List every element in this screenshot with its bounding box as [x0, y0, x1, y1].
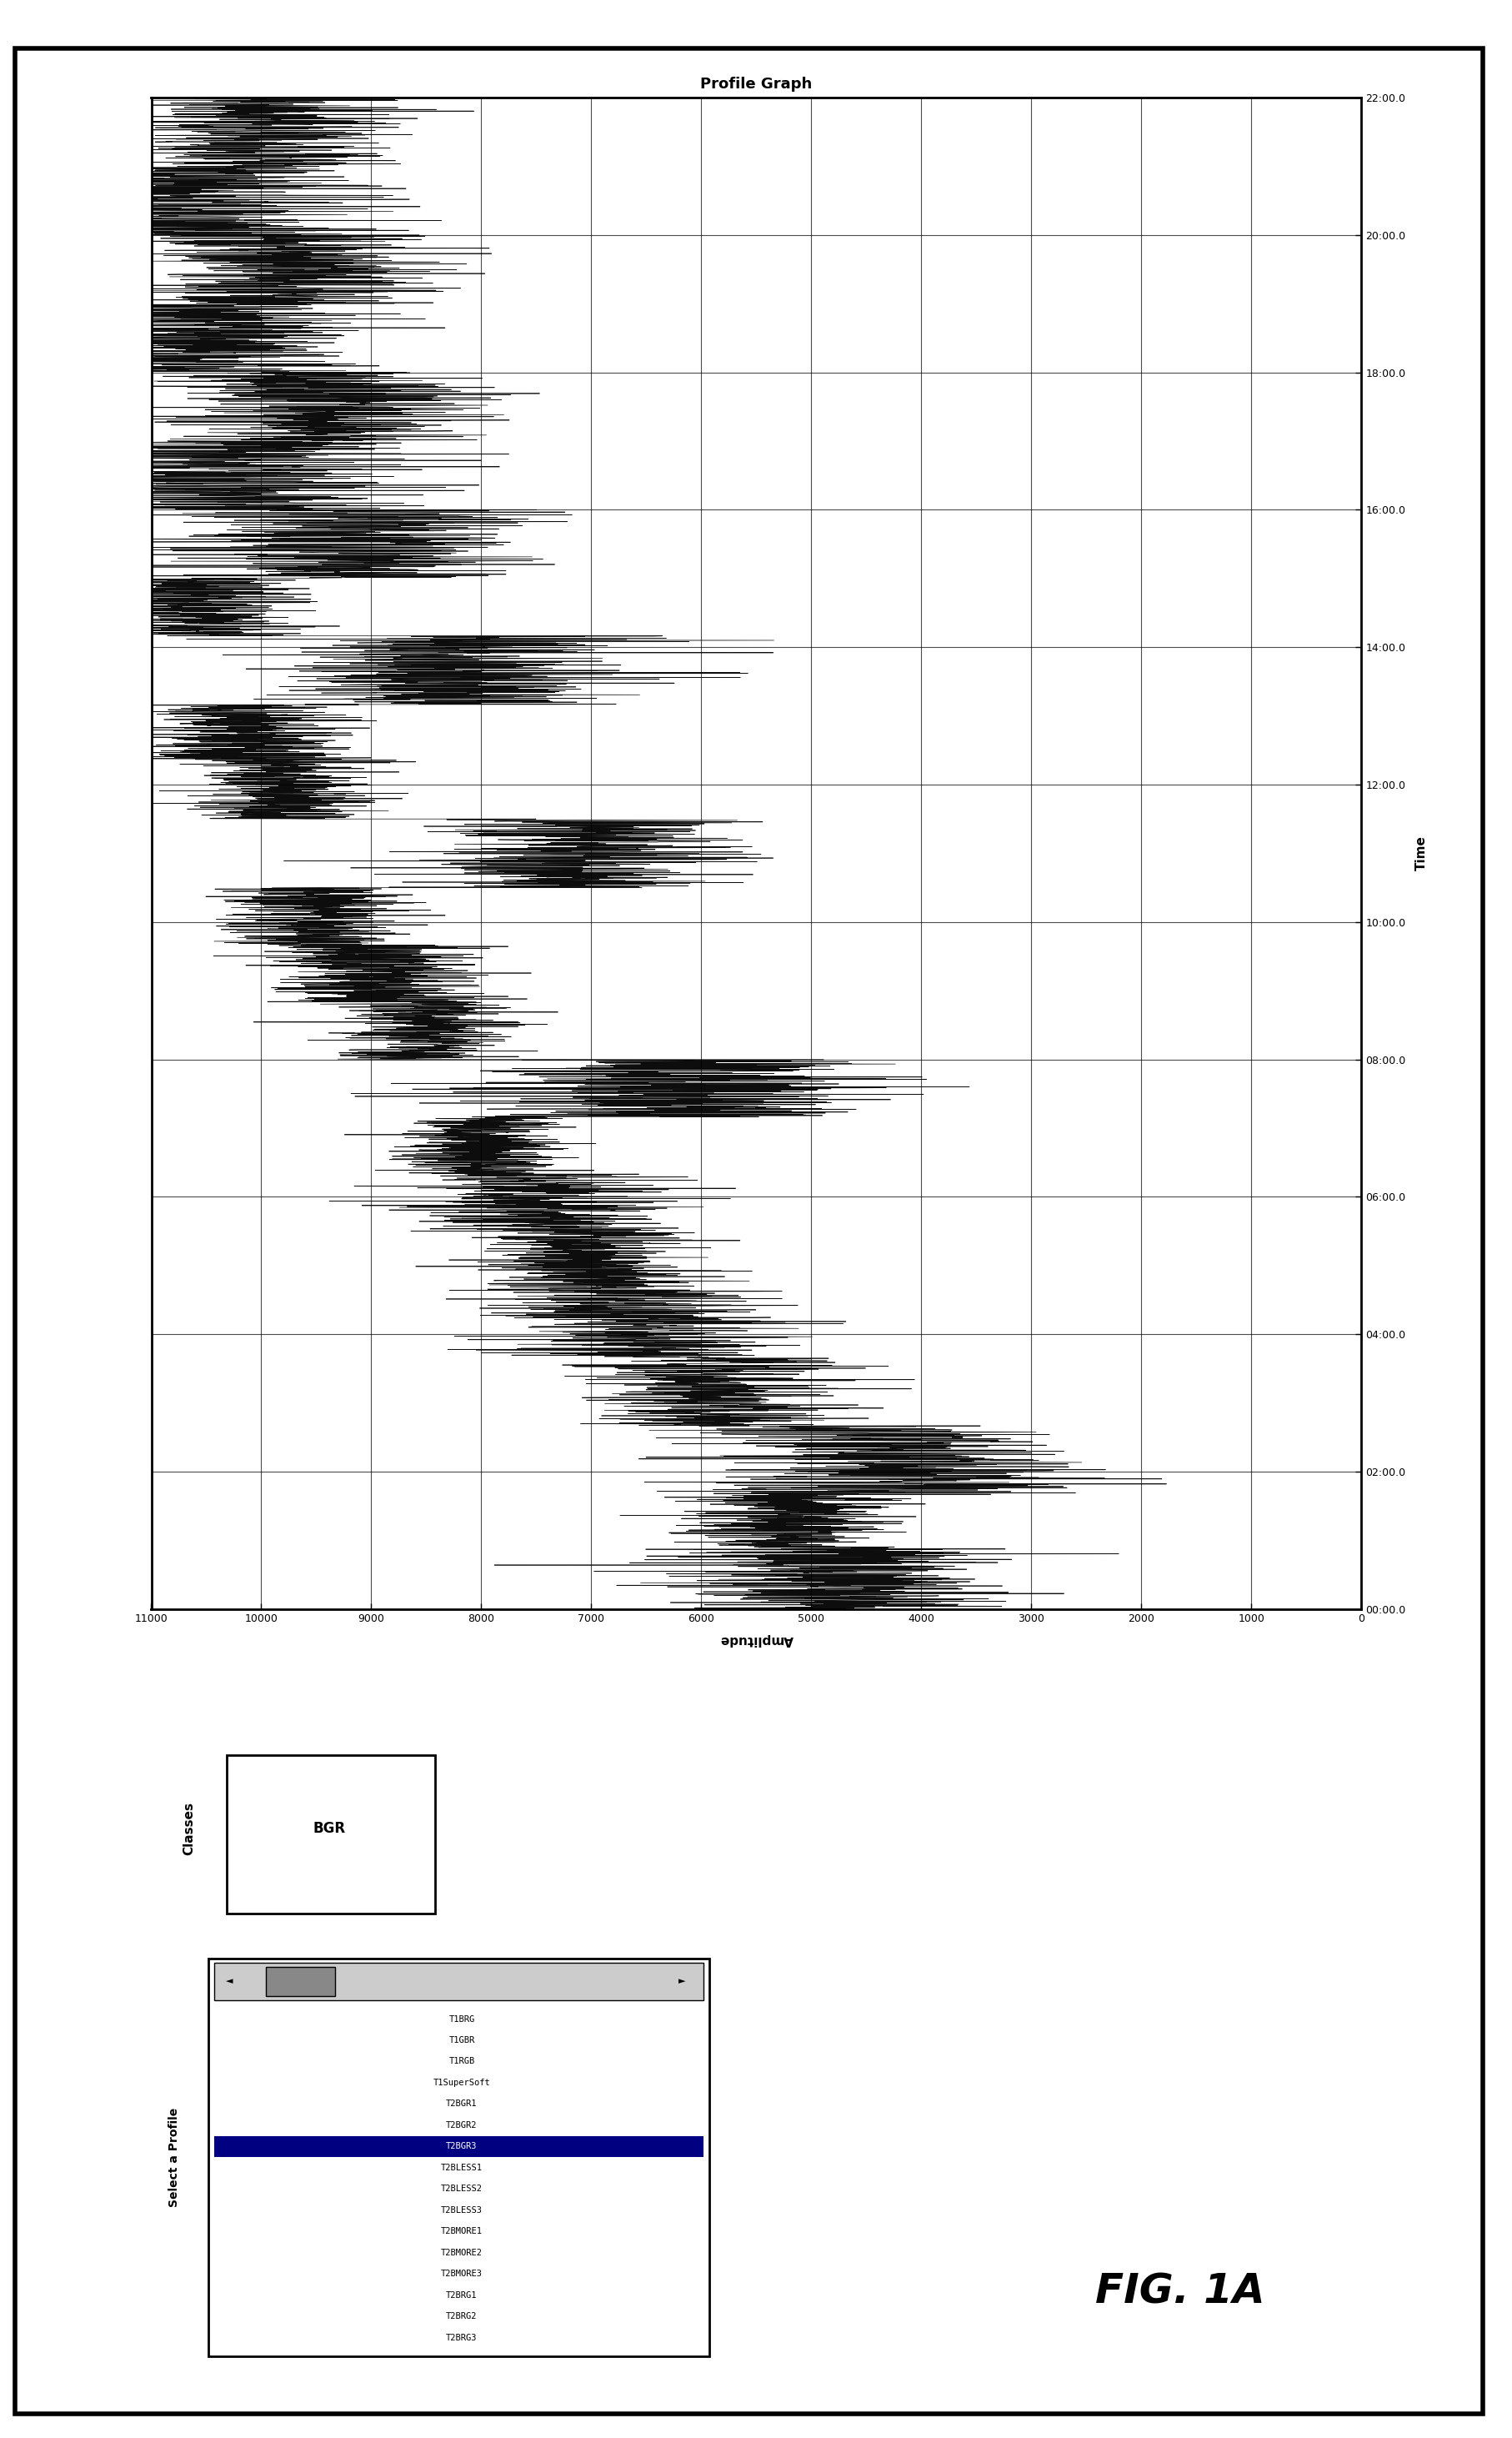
Text: T2BRG3: T2BRG3: [446, 2333, 478, 2343]
X-axis label: Amplitude: Amplitude: [720, 1633, 792, 1646]
Text: Select a Profile: Select a Profile: [168, 2109, 180, 2206]
Text: T2BRG2: T2BRG2: [446, 2311, 478, 2321]
Y-axis label: Time: Time: [1414, 836, 1427, 870]
Text: FIG. 1A: FIG. 1A: [1095, 2272, 1264, 2311]
Text: T2BLESS2: T2BLESS2: [440, 2184, 482, 2194]
Text: T2BMORE2: T2BMORE2: [440, 2248, 482, 2258]
Title: Profile Graph: Profile Graph: [700, 76, 812, 93]
Text: T1RGB: T1RGB: [449, 2058, 475, 2065]
Text: T2BGR2: T2BGR2: [446, 2121, 478, 2128]
Bar: [209, 1958, 709, 2358]
Text: T1GBR: T1GBR: [449, 2036, 475, 2045]
Text: ◄: ◄: [225, 1977, 233, 1985]
Bar: [227, 1755, 435, 1914]
Text: T2BMORE3: T2BMORE3: [440, 2270, 482, 2277]
Text: T1BRG: T1BRG: [449, 2014, 475, 2024]
Text: BGR: BGR: [313, 1821, 345, 1836]
Text: T2BGR1: T2BGR1: [446, 2099, 478, 2109]
Text: T2BRG1: T2BRG1: [446, 2292, 478, 2299]
Text: ►: ►: [679, 1977, 685, 1985]
Text: T1SuperSoft: T1SuperSoft: [432, 2080, 490, 2087]
Bar: [215, 2136, 703, 2158]
Bar: [215, 1963, 703, 1999]
Bar: [266, 1967, 336, 1997]
Text: T2BMORE1: T2BMORE1: [440, 2228, 482, 2236]
Text: T2BLESS1: T2BLESS1: [440, 2163, 482, 2172]
Text: Classes: Classes: [183, 1802, 195, 1855]
Text: T2BGR3: T2BGR3: [446, 2143, 478, 2150]
Text: T2BLESS3: T2BLESS3: [440, 2206, 482, 2214]
